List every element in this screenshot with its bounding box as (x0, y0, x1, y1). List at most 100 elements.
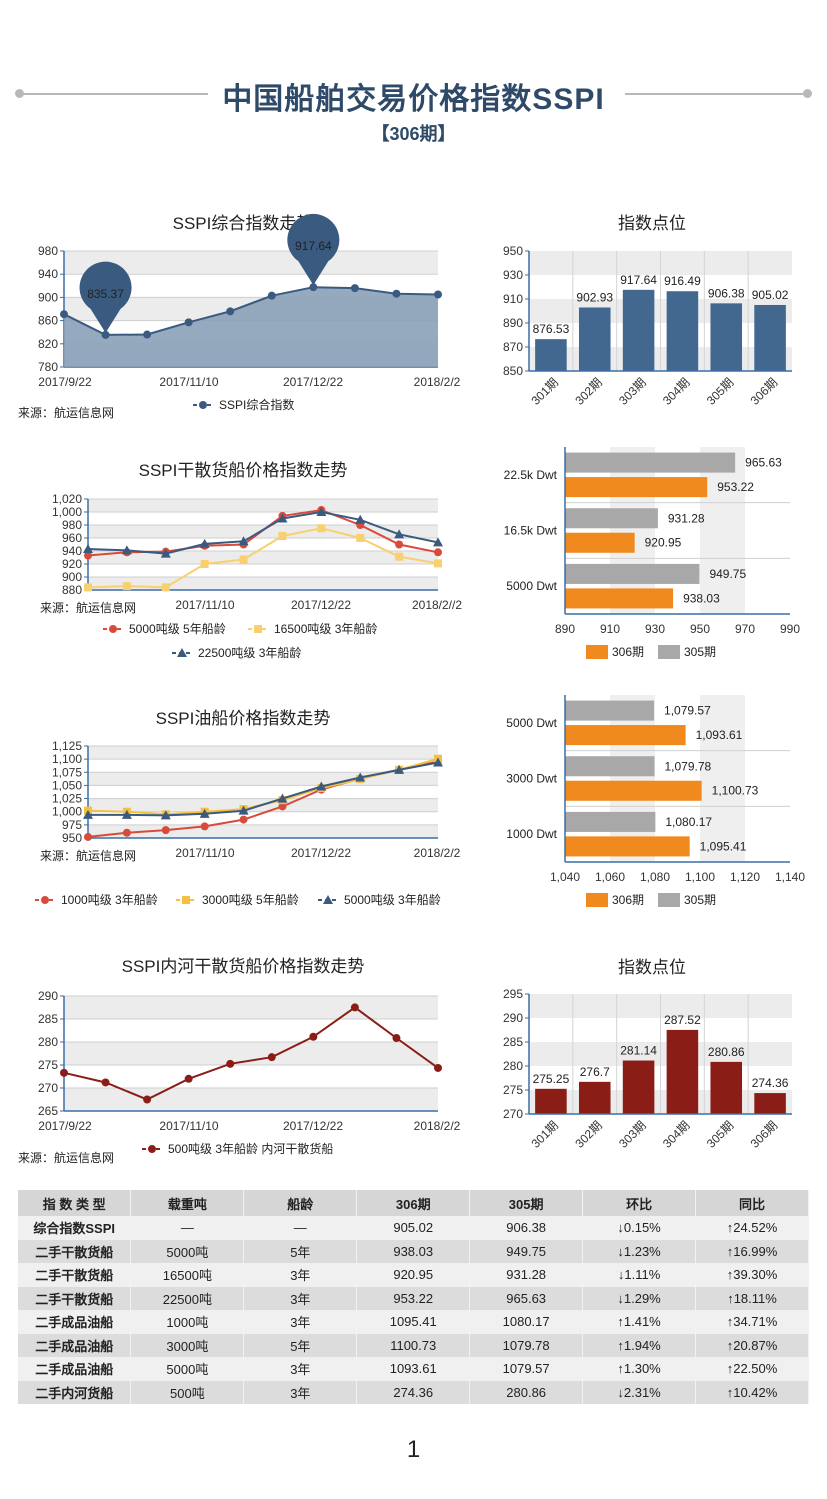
c3-band (88, 525, 438, 538)
c6-x-tick: 1,040 (550, 870, 580, 884)
c7-x-tick: 2017/9/22 (38, 1119, 92, 1133)
c7-title: SSPI内河干散货船价格指数走势 (122, 957, 365, 976)
summary-cell: 1000吨 (130, 1310, 245, 1334)
c4-category-label: 5000 Dwt (506, 579, 557, 593)
c6-bar-306 (565, 836, 690, 857)
c3-point (122, 582, 131, 591)
summary-cell: 二手成品油船 (18, 1310, 132, 1334)
c3-source: 来源：航运信息网 (40, 600, 136, 615)
c3-band (88, 499, 438, 512)
c8-bar-label: 280.86 (708, 1045, 745, 1059)
c6-legend-label: 306期 (612, 893, 644, 907)
c8-y-tick: 270 (503, 1107, 523, 1121)
c5-point (394, 764, 405, 774)
c5-band (88, 824, 438, 838)
c3-y-tick: 1,000 (52, 505, 82, 519)
summary-cell: 二手干散货船 (18, 1286, 132, 1310)
c4-x-tick: 990 (780, 622, 800, 636)
c7-legend-marker (148, 1145, 156, 1153)
c5-y-tick: 1,025 (52, 792, 82, 806)
c1-point (226, 307, 235, 316)
summary-cell: 1093.61 (356, 1357, 471, 1381)
summary-cell: 965.63 (469, 1286, 584, 1310)
c6-x-tick: 1,100 (685, 870, 715, 884)
summary-cell: 22500吨 (130, 1286, 245, 1310)
c5-legend-label: 1000吨级 3年船龄 (61, 893, 158, 907)
page-title: 中国船舶交易价格指数SSPI (222, 83, 605, 116)
c8-y-tick: 275 (503, 1083, 523, 1097)
c5-point (316, 781, 327, 791)
c5-point (84, 832, 92, 841)
c5-point (239, 815, 248, 824)
summary-row: 二手干散货船 5000吨 5年 938.03 949.75 ↓1.23% ↑16.99% (18, 1239, 809, 1263)
c7-band (64, 1088, 438, 1111)
c2-y-tick: 950 (503, 244, 523, 258)
c5-y-tick: 1,050 (52, 778, 82, 792)
header-dot-right (803, 89, 812, 98)
c4-x-tick: 950 (690, 622, 710, 636)
summary-cell: 3年 (243, 1310, 358, 1334)
c1-x-tick: 2018/2/2 (414, 375, 461, 389)
c4-bar-306 (565, 477, 708, 498)
c2-bar-label: 902.93 (576, 290, 613, 304)
c4-band (655, 447, 700, 614)
c3-y-tick: 900 (62, 570, 82, 584)
summary-cell: 1079.57 (469, 1357, 584, 1381)
c4-band (745, 447, 790, 614)
c6-bar-305 (565, 811, 656, 832)
c7-y-tick: 285 (38, 1012, 58, 1026)
summary-cell: ↓2.31% (582, 1380, 697, 1404)
c6-band (700, 695, 745, 862)
c6-bar-label: 1,095.41 (700, 839, 747, 853)
c5-y-tick: 1,075 (52, 765, 82, 779)
c4-x-tick: 970 (735, 622, 755, 636)
summary-cell: ↑1.41% (582, 1310, 697, 1334)
c5-point (200, 822, 209, 831)
c1-callout-label: 917.64 (295, 239, 332, 253)
c1-series-line (63, 286, 439, 336)
c2-y-tick: 930 (503, 268, 523, 282)
summary-cell: 二手成品油船 (18, 1357, 132, 1381)
c6-x-tick: 1,120 (730, 870, 760, 884)
summary-cell: 综合指数SSPI (18, 1216, 132, 1240)
c4-category-label: 16.5k Dwt (504, 524, 558, 538)
summary-cell: 3年 (243, 1357, 358, 1381)
c1-legend-label: SSPI综合指数 (219, 397, 294, 412)
c5-point (121, 809, 132, 819)
c3-y-tick: 960 (62, 531, 82, 545)
c7-point (184, 1074, 193, 1083)
c6-legend-marker (658, 893, 680, 907)
c5-source: 来源：航运信息网 (40, 848, 136, 863)
c5-band (88, 759, 438, 773)
c1-callout-pin (79, 261, 132, 333)
c5-point (278, 802, 287, 811)
c5-legend-marker (182, 896, 190, 904)
c7-point (350, 1003, 359, 1012)
c2-y-tick: 850 (503, 364, 523, 378)
c7-x-tick: 2018/2/2 (414, 1119, 461, 1133)
c3-legend-label: 22500吨级 3年船龄 (198, 646, 301, 660)
c2-bar (710, 303, 743, 371)
c7-point (392, 1034, 401, 1043)
c1-legend-marker (199, 401, 207, 409)
c5-legend-label: 5000吨级 3年船龄 (344, 893, 441, 907)
summary-cell: ↓1.29% (582, 1286, 697, 1310)
c3-band (88, 564, 438, 577)
c1-point (101, 330, 110, 339)
c6-band (610, 695, 655, 862)
c5-y-tick: 950 (62, 831, 82, 845)
c7-y-tick: 290 (38, 989, 58, 1003)
c8-bar-label: 275.25 (533, 1072, 570, 1086)
c8-y-tick: 290 (503, 1011, 523, 1025)
c8-bar (710, 1061, 743, 1114)
c2-x-tick: 302期 (572, 375, 605, 408)
c3-point (199, 538, 210, 548)
c2-bar-label: 906.38 (708, 286, 745, 300)
c5-legend-marker (41, 896, 49, 904)
c5-point (433, 757, 443, 767)
c4-bar-label: 931.28 (668, 511, 705, 525)
summary-cell: 3年 (243, 1263, 358, 1287)
c6-category-label: 3000 Dwt (506, 772, 557, 786)
c3-legend-marker (109, 625, 117, 633)
